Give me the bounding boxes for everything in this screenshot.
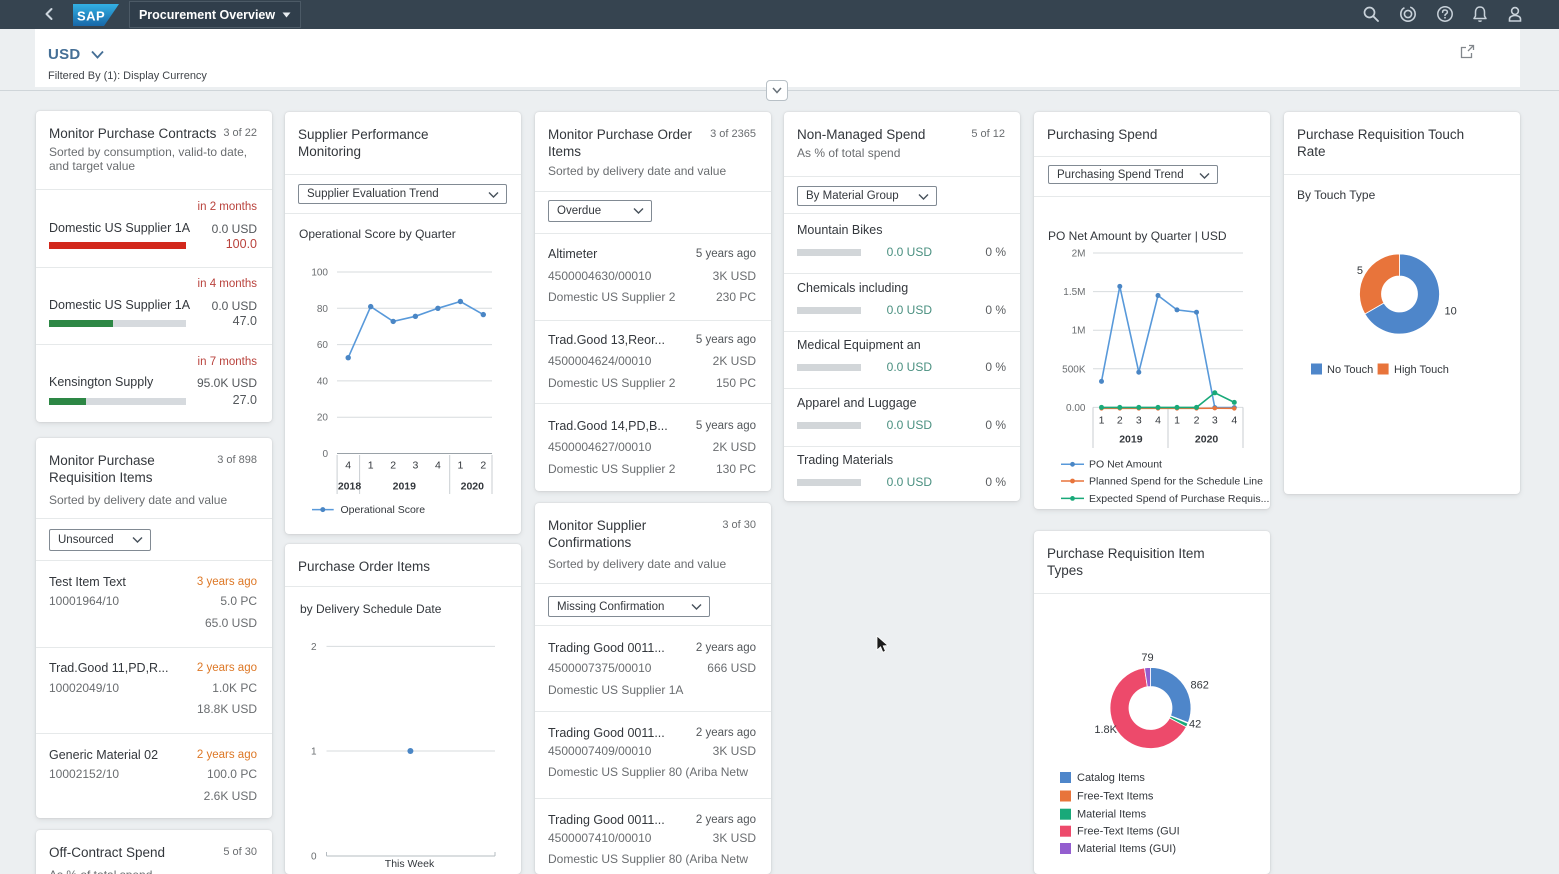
svg-text:4: 4	[1231, 415, 1237, 427]
svg-text:Expected Spend of Purchase Req: Expected Spend of Purchase Requis...	[1089, 493, 1269, 505]
svg-text:2019: 2019	[1119, 433, 1143, 445]
svg-text:Planned Spend for the Schedule: Planned Spend for the Schedule Line	[1089, 476, 1263, 488]
svg-text:5: 5	[1357, 265, 1363, 277]
svg-text:Free-Text Items (GUI: Free-Text Items (GUI	[1077, 826, 1180, 838]
svg-text:0.00: 0.00	[1066, 403, 1086, 414]
svg-text:2: 2	[1194, 415, 1200, 427]
svg-text:Material Items (GUI): Material Items (GUI)	[1077, 843, 1176, 855]
svg-text:10: 10	[1445, 305, 1457, 317]
svg-text:1.8K: 1.8K	[1094, 724, 1117, 736]
svg-text:100: 100	[311, 268, 328, 279]
svg-text:3: 3	[1212, 415, 1218, 427]
svg-text:2: 2	[1117, 415, 1123, 427]
svg-text:1: 1	[1174, 415, 1180, 427]
svg-text:60: 60	[317, 340, 329, 351]
svg-text:3: 3	[412, 460, 418, 472]
svg-text:3: 3	[1136, 415, 1142, 427]
svg-text:2: 2	[480, 460, 486, 472]
svg-text:1: 1	[1099, 415, 1105, 427]
svg-text:42: 42	[1189, 719, 1201, 731]
svg-text:1.5M: 1.5M	[1063, 287, 1085, 298]
svg-text:500K: 500K	[1062, 364, 1086, 375]
svg-text:1: 1	[311, 747, 317, 758]
svg-text:20: 20	[317, 413, 329, 424]
svg-text:2020: 2020	[1195, 433, 1219, 445]
svg-text:0: 0	[322, 449, 328, 460]
svg-text:1: 1	[457, 460, 463, 472]
svg-text:This Week: This Week	[385, 858, 435, 870]
svg-text:High Touch: High Touch	[1394, 364, 1449, 376]
svg-text:PO Net Amount: PO Net Amount	[1089, 459, 1162, 471]
svg-text:SAP: SAP	[77, 9, 105, 24]
svg-text:2018: 2018	[338, 481, 362, 493]
svg-text:2019: 2019	[393, 481, 417, 493]
svg-text:2: 2	[390, 460, 396, 472]
svg-text:79: 79	[1141, 652, 1153, 664]
svg-text:2020: 2020	[461, 481, 485, 493]
svg-text:Operational Score: Operational Score	[341, 504, 426, 516]
svg-text:40: 40	[317, 376, 329, 387]
svg-text:4: 4	[435, 460, 441, 472]
svg-text:80: 80	[317, 304, 329, 315]
svg-text:Catalog Items: Catalog Items	[1077, 772, 1145, 784]
svg-text:4: 4	[345, 460, 351, 472]
svg-text:Free-Text Items: Free-Text Items	[1077, 791, 1154, 803]
svg-text:Material Items: Material Items	[1077, 809, 1147, 821]
svg-text:2: 2	[311, 642, 317, 653]
svg-text:0: 0	[311, 852, 317, 863]
svg-text:No Touch: No Touch	[1327, 364, 1373, 376]
svg-text:1M: 1M	[1072, 326, 1086, 337]
svg-text:2M: 2M	[1072, 249, 1086, 260]
svg-text:1: 1	[368, 460, 374, 472]
svg-text:4: 4	[1155, 415, 1161, 427]
svg-text:862: 862	[1191, 680, 1209, 692]
